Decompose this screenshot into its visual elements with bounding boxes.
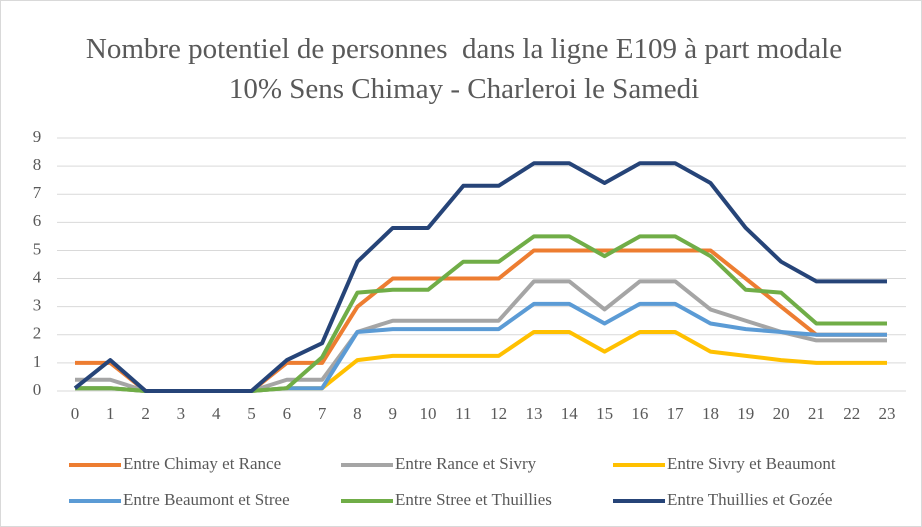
y-tick-label: 3: [33, 296, 42, 315]
y-tick-label: 7: [33, 183, 42, 202]
x-tick-label: 16: [631, 404, 648, 423]
legend-label: Entre Thuillies et Gozée: [667, 490, 832, 509]
x-tick-label: 12: [490, 404, 507, 423]
x-tick-label: 2: [141, 404, 150, 423]
legend-label: Entre Rance et Sivry: [395, 454, 537, 473]
series-line: [75, 301, 887, 393]
x-tick-label: 6: [283, 404, 292, 423]
x-tick-label: 19: [737, 404, 754, 423]
x-tick-label: 8: [353, 404, 362, 423]
series-line: [73, 161, 887, 393]
chart-title: Nombre potentiel de personnes dans la li…: [85, 33, 850, 105]
legend-label: Entre Sivry et Beaumont: [667, 454, 836, 473]
y-tick-label: 4: [33, 267, 42, 286]
x-tick-label: 5: [247, 404, 256, 423]
y-tick-label: 9: [33, 127, 42, 146]
series-line: [75, 279, 887, 393]
x-tick-label: 7: [318, 404, 327, 423]
x-tick-label: 11: [455, 404, 471, 423]
x-tick-label: 17: [667, 404, 685, 423]
x-tick-label: 14: [561, 404, 579, 423]
legend-label: Entre Stree et Thuillies: [395, 490, 552, 509]
x-tick-label: 0: [71, 404, 80, 423]
y-tick-label: 8: [33, 155, 42, 174]
y-tick-label: 0: [33, 380, 42, 399]
legend-label: Entre Chimay et Rance: [123, 454, 281, 473]
series-line: [75, 329, 887, 393]
x-tick-label: 18: [702, 404, 719, 423]
x-tick-label: 9: [388, 404, 397, 423]
y-tick-label: 1: [33, 352, 42, 371]
x-tick-label: 21: [808, 404, 825, 423]
y-tick-label: 6: [33, 211, 42, 230]
x-tick-label: 22: [843, 404, 860, 423]
x-tick-label: 13: [525, 404, 542, 423]
x-tick-label: 1: [106, 404, 115, 423]
x-tick-label: 4: [212, 404, 221, 423]
x-tick-label: 3: [177, 404, 186, 423]
x-tick-label: 23: [879, 404, 896, 423]
x-tick-label: 10: [420, 404, 437, 423]
x-tick-label: 20: [773, 404, 790, 423]
y-tick-label: 2: [33, 324, 42, 343]
series-line: [75, 234, 887, 393]
legend-label: Entre Beaumont et Stree: [123, 490, 290, 509]
y-tick-label: 5: [33, 239, 42, 258]
x-tick-label: 15: [596, 404, 613, 423]
